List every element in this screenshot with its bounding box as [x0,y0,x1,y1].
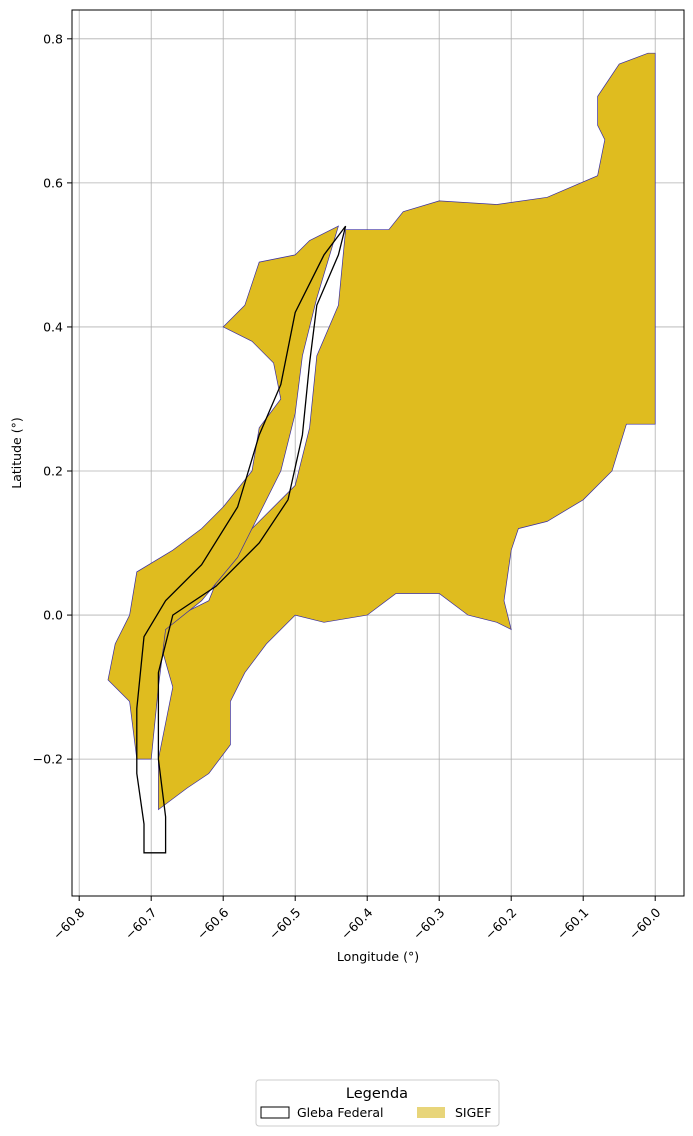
x-tick-label: −60.5 [266,905,304,943]
legend: Legenda Gleba Federal SIGEF [255,1079,500,1127]
x-tick-label: −60.7 [122,905,160,943]
x-tick-label: −60.0 [626,905,664,943]
y-tick-label: 0.6 [43,175,63,190]
x-axis-ticks: −60.8 −60.7 −60.6 −60.5 −60.4 −60.3 −60.2 −60.1… [50,896,664,942]
sigef-polygon-west [107,225,339,760]
y-tick-label: −0.2 [33,752,63,767]
x-tick-label: −60.8 [50,905,88,943]
sigef-layer [107,52,656,811]
y-tick-label: 0.4 [43,319,63,334]
y-tick-label: 0.2 [43,464,63,479]
x-tick-label: −60.3 [410,905,448,943]
x-tick-label: −60.2 [482,905,520,943]
x-tick-label: −60.6 [194,905,232,943]
plot-frame [71,9,685,897]
gleba-federal-layer [136,225,347,854]
x-tick-label: −60.1 [554,905,592,943]
x-tick-label: −60.4 [338,905,376,943]
y-tick-label: 0.0 [43,608,63,623]
x-axis-label: Longitude (°) [337,949,419,964]
y-axis-label: Latitude (°) [9,417,24,488]
y-tick-label: 0.8 [43,31,63,46]
legend-entry-sigef: SIGEF [455,1105,491,1120]
legend-swatch-gleba-federal [260,1106,290,1119]
gleba-federal-outline [136,225,347,854]
legend-swatch-sigef [417,1107,445,1118]
legend-title: Legenda [346,1086,408,1102]
y-axis-ticks: −0.2 0.0 0.2 0.4 0.6 0.8 [33,31,72,767]
sigef-polygon-main [158,52,656,811]
legend-entry-gleba-federal: Gleba Federal [297,1105,384,1120]
